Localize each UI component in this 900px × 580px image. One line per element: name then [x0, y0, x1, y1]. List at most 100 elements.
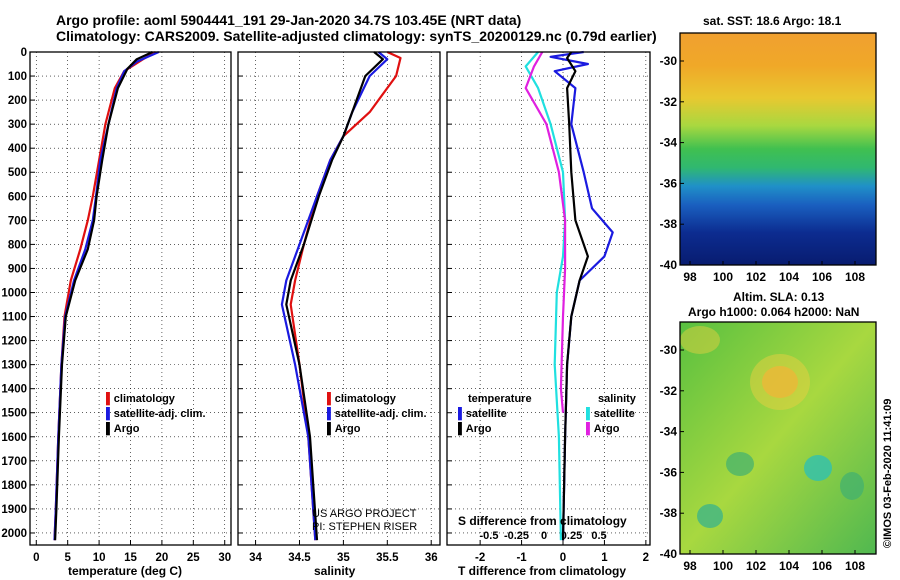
x-tick-label: 20	[156, 552, 169, 564]
map-y-tick-label: -38	[660, 506, 678, 520]
salinity-panel: 34 34.5 35 35.5 36	[237, 50, 441, 564]
x-tick-label: 2	[643, 552, 649, 564]
s-tick-label: -0.5	[480, 530, 499, 542]
legend-t-satellite: satellite	[465, 408, 507, 420]
figure-title-line2: Climatology: CARS2009. Satellite-adjuste…	[56, 28, 657, 44]
depth-tick-label: 1100	[2, 312, 27, 324]
sla-map	[679, 321, 877, 555]
depth-tick-label: 2000	[1, 528, 27, 540]
credit-text: US ARGO PROJECT PI: STEPHEN RISER	[312, 508, 417, 534]
legend-salinity-title: salinity	[598, 393, 636, 405]
series-line-salinity-argo	[524, 51, 567, 413]
diff-xlabel: T difference from climatology	[458, 564, 627, 578]
series-line-argo	[285, 51, 384, 541]
x-tick-label: 0	[33, 552, 39, 564]
depth-tick-label: 1800	[1, 480, 27, 492]
map-y-tick-label: -34	[660, 425, 678, 439]
depth-tick-label: 1600	[1, 432, 27, 444]
depth-tick-label: 1000	[1, 287, 27, 299]
x-tick-label: 25	[187, 552, 200, 564]
x-tick-label: 35	[337, 552, 350, 564]
map-x-tick-label: 108	[845, 270, 865, 284]
map-y-tick-label: -36	[660, 176, 678, 190]
x-tick-label: 34.5	[288, 552, 311, 564]
map-x-tick-label: 98	[683, 559, 697, 573]
map-y-tick-label: -32	[660, 95, 678, 109]
x-tick-label: 10	[93, 552, 106, 564]
depth-tick-label: 1400	[1, 384, 27, 396]
diff-legend-temperature: temperature ▌satellite ▌Argo	[458, 393, 532, 435]
depth-tick-label: 900	[8, 263, 27, 275]
credit-line2: PI: STEPHEN RISER	[312, 521, 418, 533]
map-x-tick-label: 100	[713, 270, 733, 284]
depth-tick-label: 100	[8, 71, 27, 83]
sla-map-title: Altim. SLA: 0.13	[733, 290, 825, 304]
timestamp: ©IMOS 03-Feb-2020 11:41:09	[882, 398, 894, 548]
map-x-tick-label: 98	[683, 270, 697, 284]
depth-tick-label: 800	[8, 239, 27, 251]
x-tick-label: 30	[218, 552, 231, 564]
depth-tick-label: 1700	[1, 456, 27, 468]
legend-temperature-title: temperature	[468, 393, 532, 405]
depth-tick-label: 300	[8, 119, 27, 131]
map-y-tick-label: -34	[660, 136, 678, 150]
legend-climatology: climatology	[113, 393, 175, 405]
figure-title-line1: Argo profile: aoml 5904441_191 29-Jan-20…	[56, 12, 522, 28]
difference-panel: -2 -1 0 1 2 -0.5 -0.25 0 0.25 0.5	[446, 50, 651, 564]
map-y-tick-label: -30	[660, 54, 678, 68]
map-x-tick-label: 104	[779, 270, 799, 284]
s-tick-label: -0.25	[504, 530, 529, 542]
legend-t-argo: Argo	[465, 423, 492, 435]
sal-legend: ▌climatology ▌satellite-adj. clim. ▌Argo	[327, 393, 427, 435]
sst-map	[679, 32, 877, 266]
x-tick-label: 34	[249, 552, 262, 564]
temperature-panel: 0 5 10 15 20 25 30	[29, 50, 232, 564]
map-y-tick-label: -38	[660, 217, 678, 231]
plot-frame	[29, 51, 232, 546]
credit-line1: US ARGO PROJECT	[312, 508, 417, 520]
legend-argo: Argo	[334, 423, 361, 435]
map-x-tick-label: 106	[812, 559, 832, 573]
depth-tick-label: 0	[21, 47, 27, 59]
legend-climatology: climatology	[334, 393, 396, 405]
x-tick-label: 15	[124, 552, 137, 564]
x-tick-label: -2	[475, 552, 485, 564]
depth-tick-label: 200	[8, 95, 27, 107]
depth-tick-label: 400	[8, 143, 27, 155]
series-line-argo	[54, 51, 153, 541]
sst-map-title: sat. SST: 18.6 Argo: 18.1	[703, 14, 842, 28]
legend-argo: Argo	[113, 423, 140, 435]
plot-frame	[446, 51, 651, 546]
temp-xlabel: temperature (deg C)	[68, 564, 183, 578]
temp-legend: ▌climatology ▌satellite-adj. clim. ▌Argo	[106, 393, 206, 435]
x-tick-label: 35.5	[376, 552, 399, 564]
map-x-tick-label: 108	[845, 559, 865, 573]
map-y-tick-label: -32	[660, 384, 678, 398]
plot-frame	[237, 51, 441, 546]
map-x-tick-label: 102	[746, 270, 766, 284]
series-line-satellite-adj-clim-	[280, 51, 389, 541]
s-tick-label: 0.5	[591, 530, 606, 542]
depth-tick-label: 1500	[1, 408, 27, 420]
x-tick-label: 36	[425, 552, 438, 564]
map-x-tick-label: 106	[812, 270, 832, 284]
diff-legend-salinity: salinity ▌satellite ▌Argo	[586, 393, 636, 435]
x-tick-label: 5	[64, 552, 71, 564]
legend-satellite: satellite-adj. clim.	[113, 408, 206, 420]
map-y-tick-label: -36	[660, 465, 678, 479]
series-line-temperature-argo	[561, 51, 589, 541]
depth-tick-label: 1300	[1, 360, 27, 372]
s-tick-label: 0.25	[561, 530, 582, 542]
depth-tick-label: 600	[8, 191, 27, 203]
x-tick-label: 1	[601, 552, 608, 564]
depth-tick-label: 500	[8, 167, 27, 179]
s-difference-label: S difference from climatology	[458, 514, 627, 528]
map-y-tick-label: -30	[660, 343, 678, 357]
depth-tick-label: 1900	[1, 504, 27, 516]
legend-s-satellite: satellite	[593, 408, 635, 420]
map-x-tick-label: 102	[746, 559, 766, 573]
legend-s-argo: Argo	[593, 423, 620, 435]
map-x-tick-label: 100	[713, 559, 733, 573]
sla-map-subtitle: Argo h1000: 0.064 h2000: NaN	[688, 305, 860, 319]
